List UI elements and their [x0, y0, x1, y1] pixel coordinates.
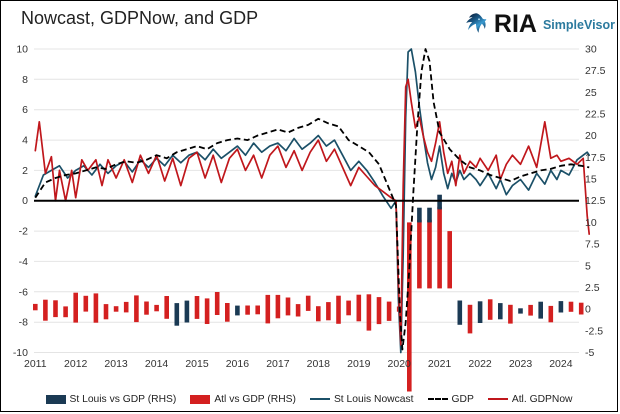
svg-text:27.5: 27.5 — [585, 65, 606, 77]
svg-text:2014: 2014 — [145, 358, 169, 370]
svg-text:-8: -8 — [19, 317, 28, 329]
svg-text:12.5: 12.5 — [585, 195, 606, 207]
svg-text:-6: -6 — [19, 286, 28, 298]
svg-text:2012: 2012 — [64, 358, 88, 370]
svg-text:25: 25 — [585, 87, 597, 99]
svg-text:2021: 2021 — [428, 358, 452, 370]
svg-text:2011: 2011 — [24, 358, 47, 370]
svg-text:-5: -5 — [585, 347, 594, 359]
svg-text:8: 8 — [22, 74, 28, 86]
svg-text:4: 4 — [22, 135, 28, 147]
svg-text:-4: -4 — [19, 256, 28, 268]
svg-text:2013: 2013 — [104, 358, 128, 370]
svg-text:2022: 2022 — [468, 358, 492, 370]
svg-text:10: 10 — [585, 217, 597, 229]
svg-text:15: 15 — [585, 174, 597, 186]
svg-text:2.5: 2.5 — [585, 282, 600, 294]
svg-text:2018: 2018 — [307, 358, 331, 370]
svg-text:-2.5: -2.5 — [585, 325, 603, 337]
svg-text:6: 6 — [22, 104, 28, 116]
svg-text:17.5: 17.5 — [585, 152, 606, 164]
svg-text:2023: 2023 — [509, 358, 533, 370]
svg-text:0: 0 — [22, 195, 28, 207]
svg-text:7.5: 7.5 — [585, 239, 600, 251]
svg-text:2020: 2020 — [388, 358, 412, 370]
svg-text:2024: 2024 — [549, 358, 573, 370]
svg-text:2019: 2019 — [347, 358, 371, 370]
svg-text:2: 2 — [22, 165, 28, 177]
svg-text:2016: 2016 — [226, 358, 250, 370]
svg-text:10: 10 — [16, 44, 28, 56]
svg-text:2015: 2015 — [185, 358, 209, 370]
svg-text:0: 0 — [585, 304, 591, 316]
svg-text:30: 30 — [585, 44, 597, 56]
svg-text:5: 5 — [585, 260, 591, 272]
svg-text:2017: 2017 — [266, 358, 290, 370]
svg-text:22.5: 22.5 — [585, 109, 606, 121]
svg-text:-2: -2 — [19, 226, 28, 238]
svg-text:20: 20 — [585, 130, 597, 142]
